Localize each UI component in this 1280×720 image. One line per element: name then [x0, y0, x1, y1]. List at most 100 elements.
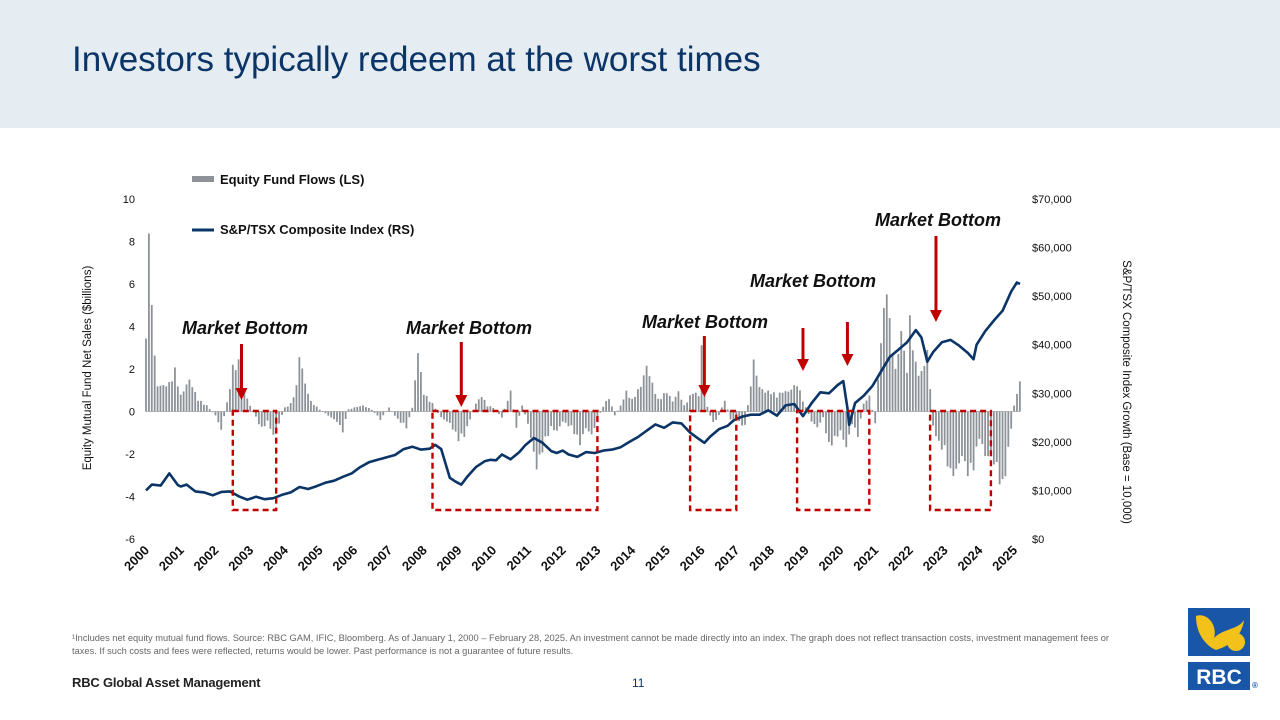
flow-bar — [694, 392, 697, 412]
y-tick-label-left: 10 — [123, 194, 135, 206]
annotation-arrows-group: Market Bottom Market Bottom Market Bottom M… — [182, 210, 1001, 407]
legend-label-index: S&P/TSX Composite Index (RS) — [220, 222, 414, 237]
flow-bar — [602, 406, 605, 412]
flow-bar — [668, 395, 671, 412]
flow-bar — [894, 368, 897, 412]
flow-bar — [1001, 411, 1004, 480]
flow-bar — [396, 411, 399, 419]
flow-bar — [654, 393, 657, 412]
flow-bar — [943, 411, 946, 446]
redemption-boxes-group — [231, 409, 993, 512]
flow-bar — [446, 411, 448, 422]
rbc-logo: RBC ® — [1188, 608, 1258, 690]
flow-bar — [703, 382, 706, 412]
x-tick-label: 2014 — [607, 542, 639, 574]
flow-bar — [964, 411, 966, 462]
flow-bar — [550, 411, 553, 427]
flow-bar — [926, 349, 929, 412]
flow-bar — [877, 379, 879, 412]
flow-bar — [307, 393, 309, 412]
flow-bar — [906, 372, 908, 412]
flow-bar — [373, 411, 376, 413]
flow-bar — [865, 400, 868, 412]
flow-bar — [744, 411, 746, 425]
flow-bar — [191, 387, 194, 412]
flow-bar — [318, 409, 321, 412]
annotation-label-market-bottom: Market Bottom — [875, 210, 1001, 230]
flow-bar — [295, 385, 298, 412]
flow-bar — [237, 359, 240, 412]
flow-bar — [882, 308, 885, 412]
flow-bar — [156, 386, 159, 412]
index-line — [145, 281, 1021, 502]
x-tick-label: 2010 — [468, 543, 499, 574]
rbc-wordmark: RBC — [1196, 666, 1242, 689]
flow-bar — [1010, 411, 1013, 429]
flow-bar — [425, 396, 428, 412]
flow-bar — [998, 411, 1001, 485]
arrow-down-icon — [455, 395, 468, 407]
flow-bar — [608, 399, 610, 412]
flow-bar — [914, 361, 917, 412]
annotation-label-market-bottom: Market Bottom — [406, 318, 532, 338]
flow-bar — [920, 370, 923, 412]
flow-bar — [376, 411, 379, 416]
flow-bar — [929, 389, 932, 412]
flow-bar — [448, 411, 451, 423]
x-tick-label: 2012 — [538, 543, 569, 574]
flow-bar — [940, 411, 943, 450]
flow-bar — [443, 411, 445, 420]
flow-bar — [784, 391, 787, 412]
flow-bar — [344, 411, 347, 419]
flow-bar — [749, 386, 752, 412]
flow-bar — [298, 357, 301, 412]
flow-bar — [755, 375, 758, 412]
flow-bar — [833, 411, 836, 436]
flow-bar — [217, 411, 220, 423]
flow-bar — [972, 411, 975, 471]
flow-bar — [162, 384, 165, 412]
flow-bar — [741, 411, 743, 426]
flow-bar — [706, 406, 709, 412]
flow-bar — [214, 411, 217, 416]
flow-bar — [197, 400, 199, 412]
flow-bar — [732, 411, 735, 420]
flow-bar — [174, 367, 176, 412]
flow-bar — [211, 411, 214, 413]
flow-bar — [501, 411, 503, 418]
y-tick-label-right: $30,000 — [1032, 388, 1072, 400]
flow-bar — [544, 411, 547, 437]
flow-bar — [324, 411, 327, 414]
flow-bar — [961, 411, 963, 457]
flow-bar — [257, 411, 260, 425]
flow-bar — [825, 411, 827, 434]
flow-bar — [746, 405, 749, 412]
flow-bar — [243, 391, 246, 412]
rbc-globe-icon — [1227, 633, 1245, 651]
flow-bar — [440, 411, 443, 418]
flow-bar — [463, 411, 466, 437]
legend-swatch-flows — [192, 176, 214, 182]
x-tick-label: 2003 — [225, 543, 256, 574]
arrow-down-icon — [235, 388, 248, 400]
x-tick-label: 2016 — [677, 543, 708, 574]
flow-bar — [391, 411, 393, 412]
flow-bar — [466, 411, 469, 427]
flow-bar — [671, 401, 674, 412]
flow-bar — [362, 405, 364, 412]
flow-bar — [631, 398, 634, 412]
flow-bar — [874, 411, 877, 424]
flow-bar — [634, 396, 636, 412]
y-tick-label-right: $70,000 — [1032, 194, 1072, 206]
flow-bar — [868, 395, 871, 412]
flow-bar — [590, 411, 593, 435]
flow-bar — [246, 398, 249, 412]
flow-bar — [263, 411, 266, 427]
flow-bar — [758, 387, 761, 412]
flow-bar — [414, 380, 417, 412]
flow-bar — [223, 411, 226, 417]
flow-bar — [599, 411, 602, 413]
flow-bar — [220, 411, 223, 430]
axes-group: 10 8 6 4 2 0 -2 -4 -6 $70,000 $60,000 $50,000 $40,00… — [121, 194, 1072, 574]
flow-bar — [272, 411, 275, 435]
